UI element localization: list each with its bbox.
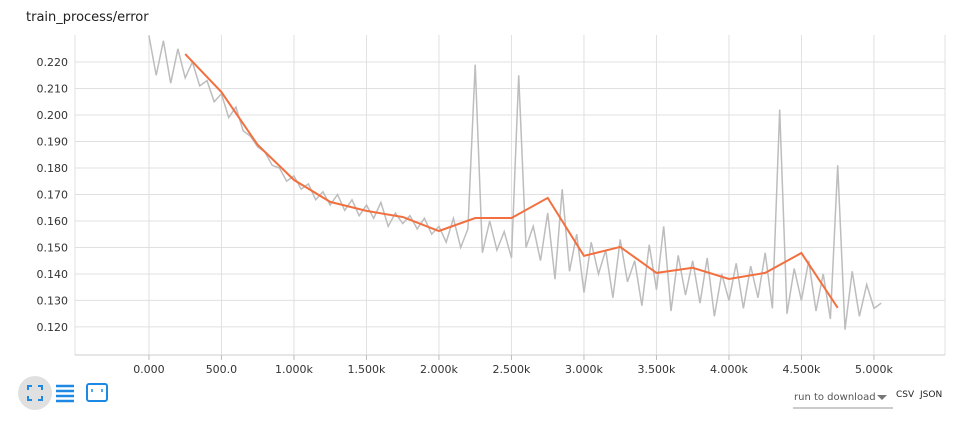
x-tick-label: 0.000	[133, 363, 165, 376]
y-tick-label: 0.120	[37, 321, 69, 334]
zoom-button-bg[interactable]	[18, 376, 52, 410]
y-tick-label: 0.140	[37, 268, 69, 281]
y-tick-label: 0.170	[37, 188, 69, 201]
x-tick-label: 2.000k	[420, 363, 458, 376]
x-tick-label: 1.000k	[275, 363, 313, 376]
x-tick-label: 4.500k	[783, 363, 821, 376]
x-tick-label: 3.500k	[638, 363, 676, 376]
x-tick-label: 4.000k	[710, 363, 748, 376]
x-tick-label: 3.000k	[565, 363, 603, 376]
raw-line	[148, 35, 882, 330]
json-link[interactable]: JSON	[919, 390, 942, 400]
y-tick-label: 0.130	[37, 294, 69, 307]
x-tick-label: 1.500k	[348, 363, 386, 376]
expand-icon-dots	[91, 389, 103, 392]
y-tick-label: 0.220	[37, 56, 69, 69]
x-tick-label: 500.0	[206, 363, 238, 376]
x-tick-label: 2.500k	[493, 363, 531, 376]
list-icon[interactable]	[56, 384, 74, 403]
select-arrow[interactable]	[877, 395, 887, 400]
download-select[interactable]: run to download	[794, 392, 876, 403]
csv-link[interactable]: CSV	[896, 390, 915, 400]
y-tick-label: 0.150	[37, 241, 69, 254]
y-tick-label: 0.190	[37, 135, 69, 148]
fit-icon[interactable]	[27, 385, 43, 401]
y-tick-label: 0.180	[37, 162, 69, 175]
y-tick-label: 0.210	[37, 83, 69, 96]
smoothed-line	[184, 53, 839, 309]
x-tick-label: 5.000k	[855, 363, 893, 376]
y-tick-label: 0.160	[37, 215, 69, 228]
expand-icon[interactable]	[86, 383, 108, 402]
chart-title: train_process/error	[26, 10, 149, 25]
y-tick-label: 0.200	[37, 109, 69, 122]
